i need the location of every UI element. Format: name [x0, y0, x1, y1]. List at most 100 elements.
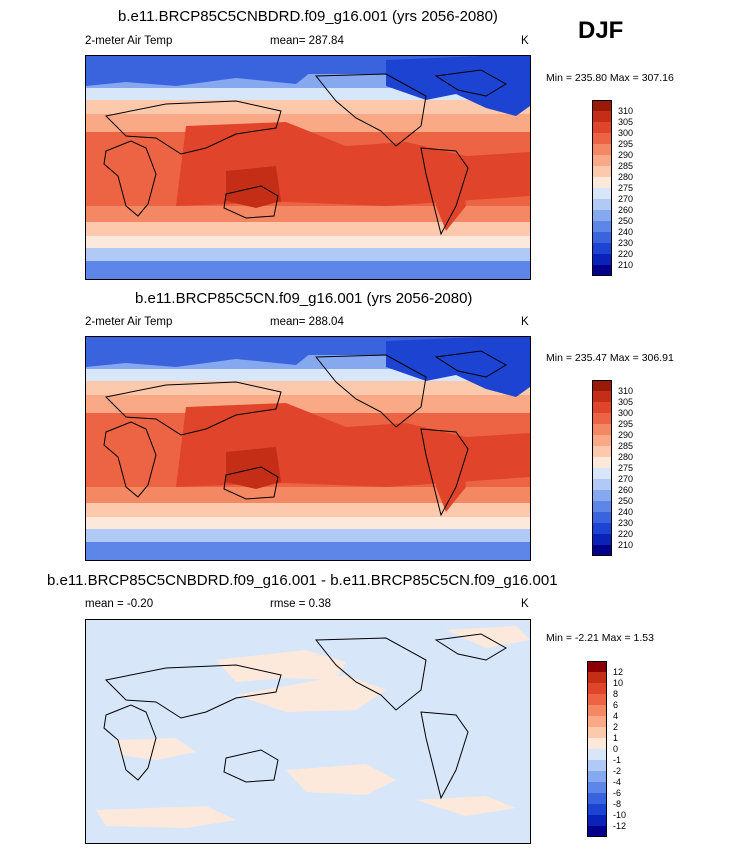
panel-1-minmax: Min = 235.80 Max = 307.16	[546, 72, 674, 84]
season-label: DJF	[578, 17, 624, 44]
colorbar-2-tick-label: 300	[618, 408, 634, 418]
colorbar-2-tick-label: 280	[618, 452, 634, 462]
colorbar-3-tick-label: 4	[613, 711, 619, 721]
colorbar-3-tick-label: 12	[613, 667, 624, 677]
colorbar-1-cell	[592, 265, 612, 276]
colorbar-1-cell	[592, 199, 612, 210]
colorbar-1-tick-label: 220	[618, 249, 634, 259]
panel-3-colorbar: 12 10 8 6 4 2 1 0 -1 -2 -4 -6 -8 -10 -12	[587, 661, 647, 837]
colorbar-1-cell	[592, 221, 612, 232]
colorbar-3-cell	[587, 694, 607, 705]
colorbar-2-cell	[592, 380, 612, 391]
panel-1-title: b.e11.BRCP85C5CNBDRD.f09_g16.001 (yrs 20…	[118, 8, 498, 25]
colorbar-3-tick-label: -8	[613, 799, 622, 809]
colorbar-3-cell	[587, 815, 607, 826]
colorbar-3-cell	[587, 793, 607, 804]
panel-2-title: b.e11.BRCP85C5CN.f09_g16.001 (yrs 2056-2…	[135, 290, 473, 307]
colorbar-3-tick-label: -6	[613, 788, 622, 798]
colorbar-1-cell	[592, 177, 612, 188]
colorbar-1-cell	[592, 133, 612, 144]
panel-3-units-label: K	[521, 598, 529, 610]
colorbar-1-tick-label: 300	[618, 128, 634, 138]
colorbar-2-tick-label: 230	[618, 518, 634, 528]
colorbar-1-cell	[592, 111, 612, 122]
colorbar-1-tick-label: 280	[618, 172, 634, 182]
colorbar-2-tick-label: 285	[618, 441, 634, 451]
colorbar-3-tick-label: -1	[613, 755, 622, 765]
panel-2-temperature-field	[86, 337, 530, 560]
colorbar-2-tick-label: 295	[618, 419, 634, 429]
colorbar-3-tick-label: 1	[613, 733, 619, 743]
colorbar-2-tick-label: 305	[618, 397, 634, 407]
panel-1-variable-label: 2-meter Air Temp	[85, 35, 173, 47]
panel-2-mean-label: mean= 288.04	[270, 316, 344, 328]
colorbar-1-cell	[592, 243, 612, 254]
colorbar-3-cell	[587, 716, 607, 727]
colorbar-2-cell	[592, 512, 612, 523]
panel-3-mean-label: mean = -0.20	[85, 598, 154, 610]
colorbar-3-cell	[587, 771, 607, 782]
colorbar-2-cell	[592, 545, 612, 556]
colorbar-1-tick-label: 250	[618, 216, 634, 226]
colorbar-3-cell	[587, 760, 607, 771]
colorbar-2-tick-label: 310	[618, 386, 634, 396]
colorbar-3-tick-label: 6	[613, 700, 619, 710]
colorbar-2-tick-label: 260	[618, 485, 634, 495]
colorbar-1-tick-label: 295	[618, 139, 634, 149]
colorbar-1-cell	[592, 254, 612, 265]
colorbar-1-tick-label: 275	[618, 183, 634, 193]
colorbar-3-cell	[587, 749, 607, 760]
panel-3-rmse-label: rmse = 0.38	[270, 598, 332, 610]
colorbar-3-tick-label: 10	[613, 678, 624, 688]
panel-3-title: b.e11.BRCP85C5CNBDRD.f09_g16.001 - b.e11…	[47, 572, 558, 589]
panel-1-units-label: K	[521, 35, 529, 47]
colorbar-3-tick-label: -10	[613, 810, 627, 820]
colorbar-2-cell	[592, 413, 612, 424]
colorbar-2-cell	[592, 479, 612, 490]
colorbar-2-cell	[592, 435, 612, 446]
colorbar-2-tick-label: 270	[618, 474, 634, 484]
panel-2-map	[85, 336, 531, 561]
colorbar-3-tick-label: 0	[613, 744, 619, 754]
colorbar-3-tick-label: 8	[613, 689, 619, 699]
colorbar-2-cell	[592, 402, 612, 413]
colorbar-1-cell	[592, 155, 612, 166]
panel-1-temperature-field	[86, 56, 530, 279]
colorbar-2-tick-label: 250	[618, 496, 634, 506]
colorbar-3-cell	[587, 661, 607, 672]
colorbar-1-cell	[592, 144, 612, 155]
colorbar-1-tick-label: 240	[618, 227, 634, 237]
colorbar-2-tick-label: 220	[618, 529, 634, 539]
colorbar-3-cell	[587, 683, 607, 694]
panel-2-colorbar: 310 305 300 295 290 285 280 275 270 260 250 240 230 2…	[592, 380, 652, 556]
colorbar-2-tick-label: 210	[618, 540, 634, 550]
colorbar-2-cell	[592, 501, 612, 512]
colorbar-1-tick-label: 270	[618, 194, 634, 204]
panel-2-minmax: Min = 235.47 Max = 306.91	[546, 352, 674, 364]
panel-3-minmax: Min = -2.21 Max = 1.53	[546, 632, 654, 644]
colorbar-2-tick-label: 290	[618, 430, 634, 440]
colorbar-3-tick-label: -4	[613, 777, 622, 787]
colorbar-3-cell	[587, 705, 607, 716]
colorbar-1-cell	[592, 188, 612, 199]
colorbar-2-cell	[592, 534, 612, 545]
colorbar-3-cell	[587, 727, 607, 738]
colorbar-3-cell	[587, 804, 607, 815]
colorbar-3-cell	[587, 782, 607, 793]
colorbar-2-cell	[592, 490, 612, 501]
colorbar-1-tick-label: 210	[618, 260, 634, 270]
colorbar-2-cell	[592, 424, 612, 435]
colorbar-3-cell	[587, 826, 607, 837]
colorbar-3-tick-label: -12	[613, 821, 627, 831]
colorbar-1-cell	[592, 232, 612, 243]
colorbar-1-tick-label: 285	[618, 161, 634, 171]
colorbar-1-cell	[592, 100, 612, 111]
colorbar-1-cell	[592, 122, 612, 133]
panel-1-colorbar: 310 305 300 295 290 285 280 275 270 260 250 240 230 2…	[592, 100, 652, 276]
colorbar-2-cell	[592, 391, 612, 402]
colorbar-2-cell	[592, 457, 612, 468]
colorbar-2-tick-label: 240	[618, 507, 634, 517]
panel-2-variable-label: 2-meter Air Temp	[85, 316, 173, 328]
colorbar-1-cell	[592, 210, 612, 221]
panel-3-map	[85, 619, 531, 844]
